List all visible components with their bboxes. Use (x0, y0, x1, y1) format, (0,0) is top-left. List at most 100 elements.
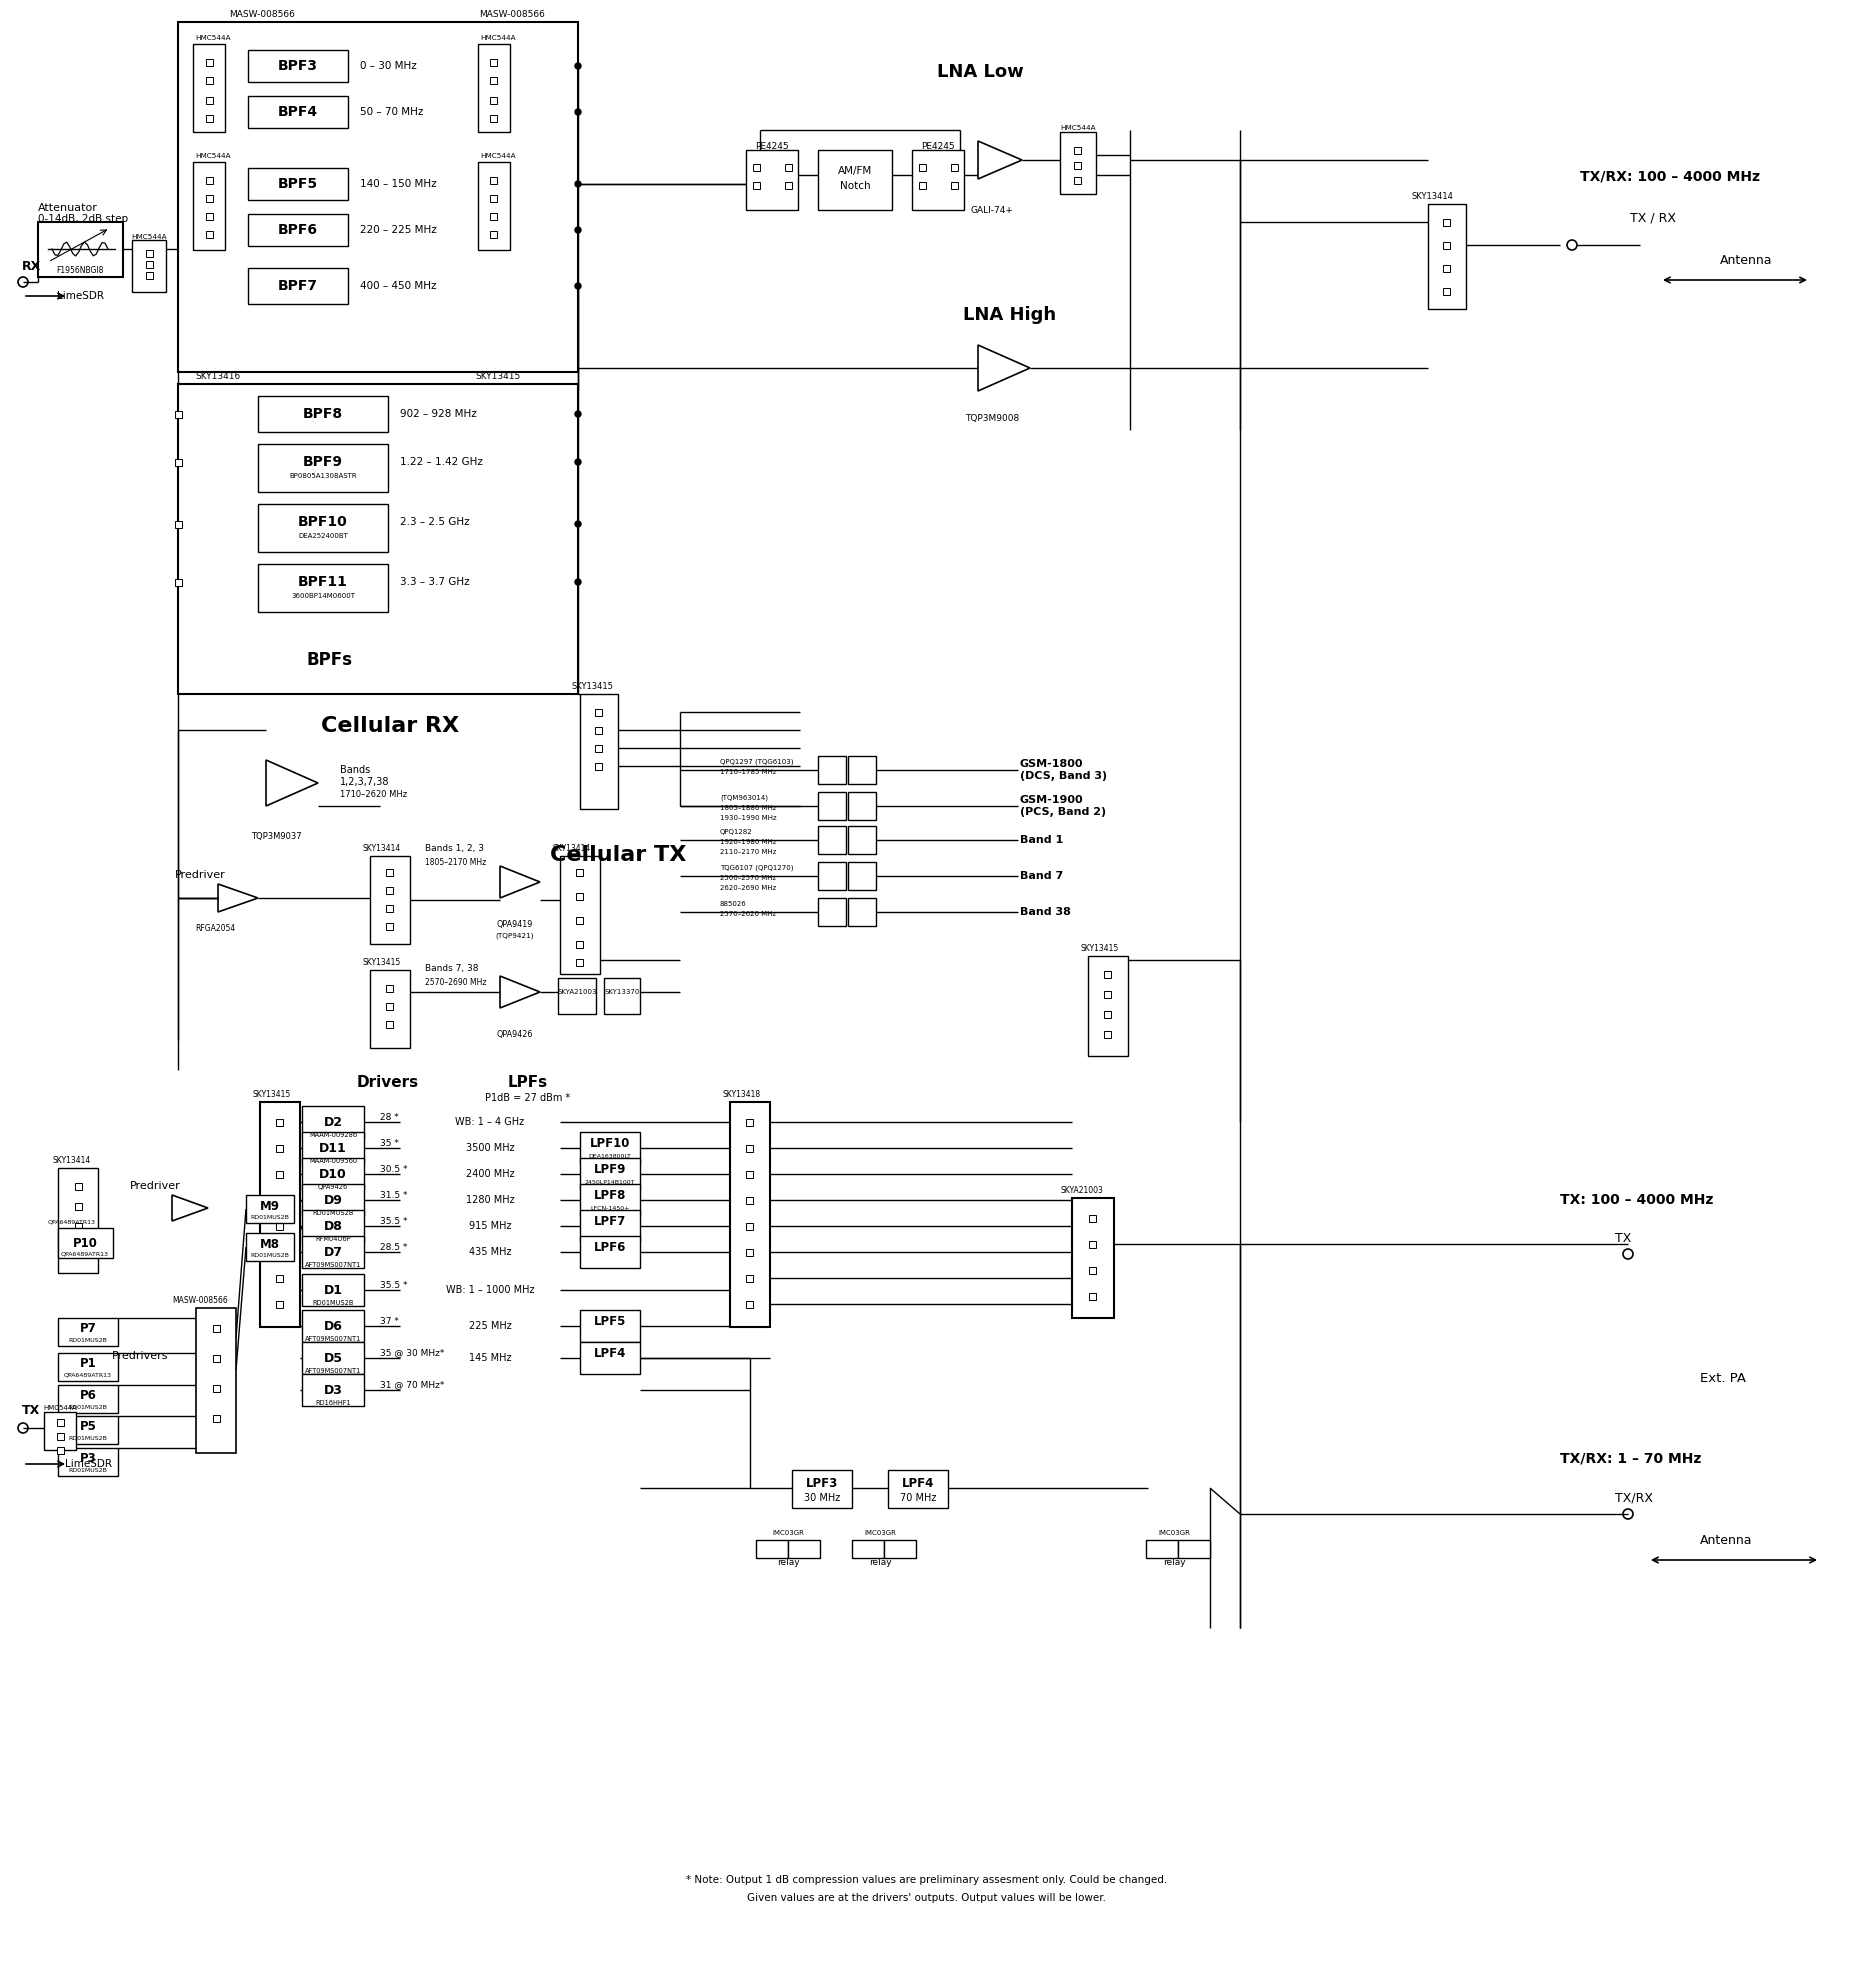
Text: TX / RX: TX / RX (1630, 211, 1676, 224)
Bar (276, 1248, 284, 1256)
Text: QPA6489ATR13: QPA6489ATR13 (61, 1252, 109, 1256)
Text: AM/FM: AM/FM (838, 165, 871, 175)
Text: 35.5 *: 35.5 * (380, 1217, 408, 1225)
Text: 2400 MHz: 2400 MHz (465, 1170, 514, 1179)
Text: RD01MUS2B: RD01MUS2B (69, 1337, 108, 1343)
Bar (276, 1144, 284, 1152)
Bar (56, 1418, 63, 1426)
Bar (276, 1118, 284, 1126)
Bar (276, 1170, 284, 1177)
Text: 1.22 – 1.42 GHz: 1.22 – 1.42 GHz (400, 457, 482, 467)
Text: 28 *: 28 * (380, 1112, 399, 1122)
Text: SKY13414: SKY13414 (552, 843, 591, 853)
Circle shape (575, 63, 580, 69)
Bar (302, 1183, 363, 1217)
Text: LPF10: LPF10 (590, 1136, 630, 1150)
Text: 145 MHz: 145 MHz (469, 1353, 512, 1363)
Text: GSM-1900
(PCS, Band 2): GSM-1900 (PCS, Band 2) (1020, 795, 1107, 817)
Text: SKY13418: SKY13418 (723, 1089, 760, 1099)
Text: TX: 100 – 4000 MHz: TX: 100 – 4000 MHz (1559, 1193, 1713, 1207)
Text: Drivers: Drivers (358, 1075, 419, 1089)
Text: LPF4: LPF4 (901, 1477, 934, 1489)
Bar (1090, 1292, 1096, 1300)
Text: 2570–2690 MHz: 2570–2690 MHz (425, 977, 486, 986)
Text: 31 @ 70 MHz*: 31 @ 70 MHz* (380, 1380, 445, 1390)
Text: SKY13370: SKY13370 (604, 988, 640, 994)
Circle shape (575, 412, 580, 417)
Text: 400 – 450 MHz: 400 – 450 MHz (360, 282, 436, 291)
Bar (193, 161, 224, 250)
Text: SKY13414: SKY13414 (1411, 191, 1454, 201)
Bar (37, 222, 122, 278)
Text: 35 *: 35 * (380, 1138, 399, 1148)
Text: 3.3 – 3.7 GHz: 3.3 – 3.7 GHz (400, 577, 469, 587)
Text: TX: TX (22, 1404, 41, 1416)
Bar (174, 410, 182, 417)
Bar (302, 1309, 363, 1343)
Bar (248, 167, 349, 201)
Bar (174, 579, 182, 585)
Bar (247, 1195, 295, 1223)
Bar (786, 181, 792, 189)
Bar (1072, 1197, 1114, 1317)
Circle shape (575, 459, 580, 465)
Bar (206, 114, 213, 122)
Text: D3: D3 (324, 1384, 343, 1396)
Bar (1177, 1540, 1211, 1557)
Text: 2.3 – 2.5 GHz: 2.3 – 2.5 GHz (400, 518, 469, 528)
Text: D8: D8 (324, 1219, 343, 1233)
Bar (247, 1233, 295, 1260)
Text: RD01MUS2B: RD01MUS2B (311, 1300, 354, 1305)
Bar (206, 230, 213, 238)
Text: LPF8: LPF8 (593, 1189, 627, 1201)
Bar (74, 1223, 82, 1229)
Text: * Note: Output 1 dB compression values are preliminary assesment only. Could be : * Note: Output 1 dB compression values a… (686, 1874, 1168, 1884)
Bar (371, 971, 410, 1048)
Bar (145, 272, 152, 278)
Text: TQP3M9037: TQP3M9037 (250, 831, 302, 841)
Text: relay: relay (870, 1557, 892, 1567)
Text: HMC544A: HMC544A (480, 35, 515, 41)
Bar (57, 1416, 119, 1443)
Text: IMC03GR: IMC03GR (864, 1530, 895, 1536)
Text: M9: M9 (260, 1199, 280, 1213)
Bar (258, 563, 387, 612)
Bar (213, 1414, 219, 1422)
Text: LPF4: LPF4 (593, 1347, 627, 1359)
Bar (178, 384, 578, 693)
Text: BPF7: BPF7 (278, 280, 319, 293)
Text: Predriver: Predriver (130, 1181, 180, 1191)
Bar (56, 1433, 63, 1439)
Text: Bands 7, 38: Bands 7, 38 (425, 963, 478, 973)
Text: SKY13415: SKY13415 (475, 372, 521, 380)
Bar (1105, 1030, 1112, 1038)
Text: D1: D1 (323, 1284, 343, 1296)
Text: AFT09MS007NT1: AFT09MS007NT1 (304, 1262, 362, 1268)
Bar (276, 1274, 284, 1282)
Text: RD01MUS2B: RD01MUS2B (250, 1252, 289, 1258)
Text: (TQM963014): (TQM963014) (719, 795, 768, 801)
Text: 220 – 225 MHz: 220 – 225 MHz (360, 224, 438, 234)
Text: 2500–2570 MHz: 2500–2570 MHz (719, 874, 777, 880)
Bar (558, 979, 595, 1014)
Text: RD01MUS2B: RD01MUS2B (250, 1215, 289, 1219)
Text: D7: D7 (323, 1246, 343, 1258)
Text: HMC544A: HMC544A (195, 35, 230, 41)
Bar (491, 213, 497, 219)
Bar (912, 150, 964, 211)
Text: QPA9426: QPA9426 (497, 1030, 534, 1038)
Text: 3500 MHz: 3500 MHz (465, 1142, 514, 1154)
Text: 2620–2690 MHz: 2620–2690 MHz (719, 884, 777, 892)
Text: BPFs: BPFs (308, 652, 352, 669)
Bar (786, 163, 792, 171)
Text: 0 – 30 MHz: 0 – 30 MHz (360, 61, 417, 71)
Bar (193, 43, 224, 132)
Text: LPF9: LPF9 (593, 1162, 627, 1175)
Text: MAAM-009286: MAAM-009286 (310, 1132, 358, 1138)
Text: LPF7: LPF7 (593, 1215, 627, 1227)
Text: MASW-008566: MASW-008566 (230, 10, 295, 18)
Bar (753, 181, 760, 189)
Bar (57, 1229, 113, 1258)
Bar (747, 1300, 753, 1307)
Bar (747, 1170, 753, 1177)
